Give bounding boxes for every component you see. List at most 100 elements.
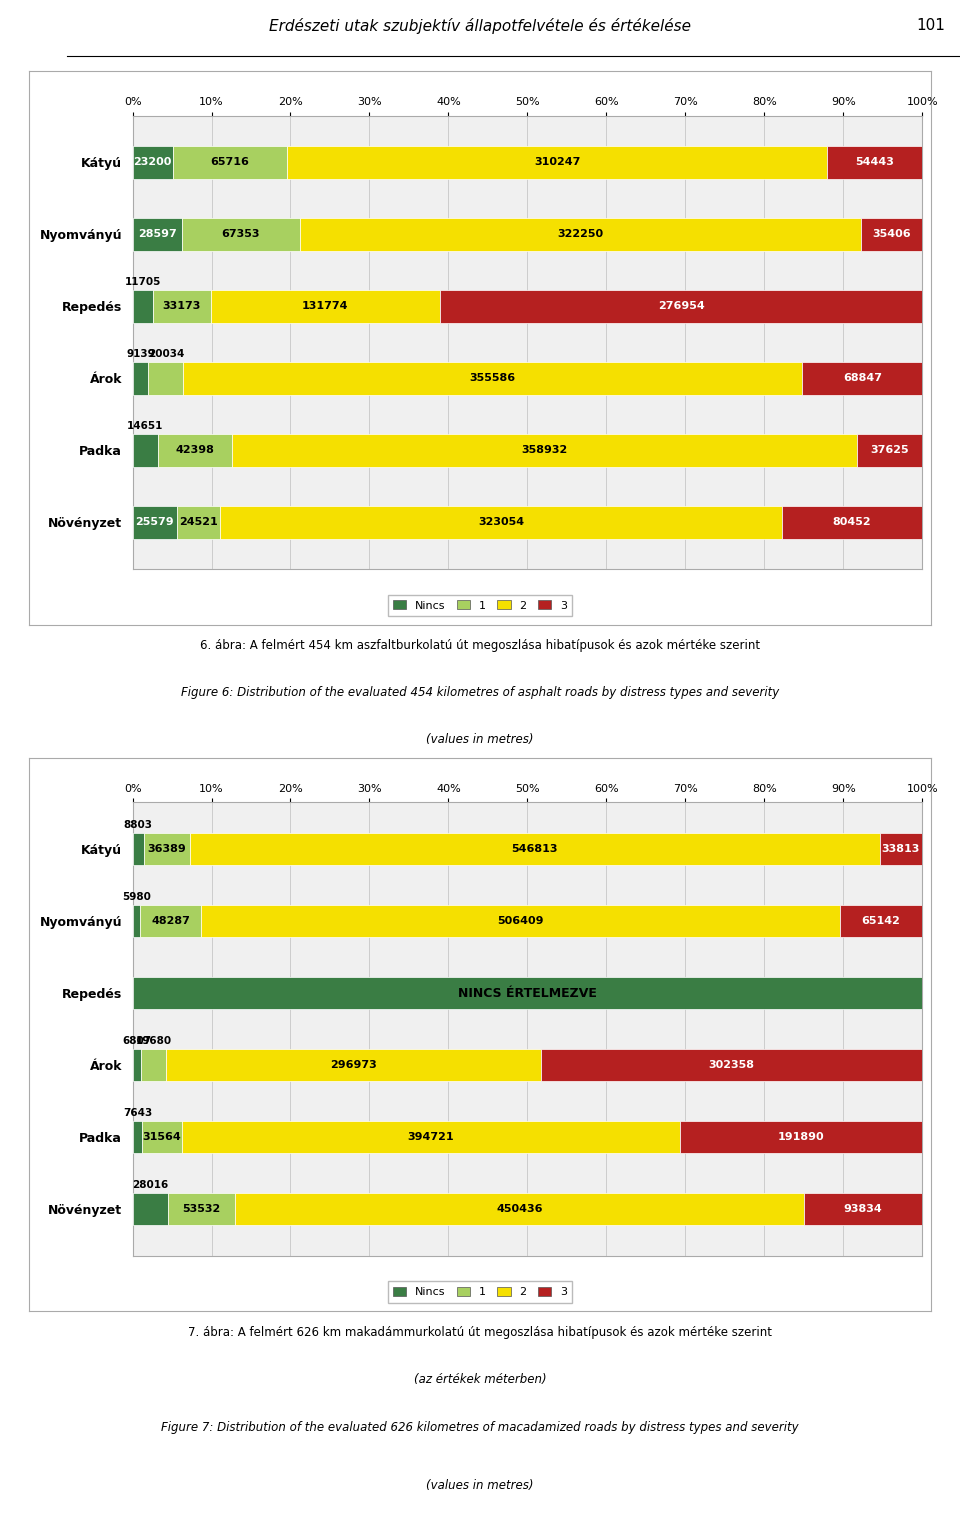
- Text: 7643: 7643: [123, 1108, 152, 1119]
- Text: (az értékek méterben): (az értékek méterben): [414, 1373, 546, 1387]
- Bar: [132, 434, 158, 467]
- Legend: Nincs, 1, 2, 3: Nincs, 1, 2, 3: [388, 594, 572, 617]
- Bar: [300, 218, 860, 250]
- Text: 28016: 28016: [132, 1179, 168, 1190]
- Text: 310247: 310247: [534, 158, 581, 167]
- Bar: [132, 976, 923, 1010]
- Text: 80452: 80452: [833, 517, 872, 528]
- Bar: [153, 290, 210, 323]
- Text: 5980: 5980: [122, 891, 151, 902]
- Text: 35406: 35406: [872, 229, 911, 240]
- Text: 68847: 68847: [843, 373, 881, 384]
- Bar: [201, 905, 840, 937]
- Text: 191890: 191890: [778, 1132, 825, 1142]
- Bar: [168, 1193, 235, 1225]
- Bar: [132, 146, 173, 179]
- Text: (values in metres): (values in metres): [426, 1480, 534, 1492]
- Text: 37625: 37625: [870, 446, 909, 455]
- Text: (values in metres): (values in metres): [426, 734, 534, 746]
- Bar: [132, 832, 144, 866]
- Text: 322250: 322250: [557, 229, 603, 240]
- Text: 48287: 48287: [151, 916, 190, 926]
- Text: 20034: 20034: [148, 349, 184, 359]
- Text: 101: 101: [917, 18, 946, 33]
- Bar: [680, 1120, 923, 1154]
- Text: 54443: 54443: [855, 158, 894, 167]
- Bar: [132, 905, 140, 937]
- Text: 33813: 33813: [881, 844, 920, 854]
- Bar: [856, 434, 923, 467]
- Bar: [132, 362, 149, 394]
- Text: 323054: 323054: [478, 517, 524, 528]
- Text: 42398: 42398: [176, 446, 214, 455]
- Text: NINCS ÉRTELMEZVE: NINCS ÉRTELMEZVE: [458, 987, 597, 999]
- Bar: [132, 506, 177, 538]
- Bar: [182, 1120, 680, 1154]
- Text: Erdészeti utak szubjektív állapotfelvétele és értékelése: Erdészeti utak szubjektív állapotfelvéte…: [269, 18, 691, 33]
- Text: 7. ábra: A felmért 626 km makadámmurkolatú út megoszlása hibatípusok és azok mér: 7. ábra: A felmért 626 km makadámmurkola…: [188, 1326, 772, 1339]
- Text: 31564: 31564: [143, 1132, 181, 1142]
- Text: 33173: 33173: [162, 302, 201, 311]
- Text: 28597: 28597: [138, 229, 177, 240]
- Text: 358932: 358932: [521, 446, 567, 455]
- Bar: [235, 1193, 804, 1225]
- Text: K: K: [13, 74, 21, 83]
- Text: 19680: 19680: [135, 1035, 172, 1046]
- Text: 6807: 6807: [122, 1035, 152, 1046]
- Bar: [440, 290, 923, 323]
- Text: 36389: 36389: [147, 844, 186, 854]
- Text: E: E: [13, 0, 20, 6]
- Text: 23200: 23200: [133, 158, 172, 167]
- Text: 11705: 11705: [125, 277, 161, 288]
- Bar: [540, 1049, 923, 1081]
- Text: 450436: 450436: [496, 1204, 542, 1214]
- Bar: [132, 1049, 141, 1081]
- Text: 9139: 9139: [126, 349, 155, 359]
- Bar: [140, 905, 201, 937]
- Text: 14651: 14651: [127, 421, 163, 432]
- Bar: [210, 290, 440, 323]
- Bar: [220, 506, 782, 538]
- Text: 296973: 296973: [330, 1060, 376, 1070]
- Text: 302358: 302358: [708, 1060, 755, 1070]
- Bar: [132, 1193, 168, 1225]
- Text: 53532: 53532: [182, 1204, 221, 1214]
- Bar: [173, 146, 287, 179]
- Text: 8803: 8803: [124, 820, 153, 829]
- Text: 67353: 67353: [222, 229, 260, 240]
- Legend: Nincs, 1, 2, 3: Nincs, 1, 2, 3: [388, 1281, 572, 1304]
- Bar: [840, 905, 923, 937]
- Text: Figure 6: Distribution of the evaluated 454 kilometres of asphalt roads by distr: Figure 6: Distribution of the evaluated …: [180, 685, 780, 699]
- Bar: [158, 434, 232, 467]
- Bar: [803, 362, 923, 394]
- Bar: [132, 290, 153, 323]
- Bar: [183, 362, 803, 394]
- Bar: [166, 1049, 540, 1081]
- Bar: [287, 146, 828, 179]
- Bar: [149, 362, 183, 394]
- Bar: [782, 506, 923, 538]
- Bar: [142, 1120, 182, 1154]
- Text: 65142: 65142: [862, 916, 900, 926]
- Bar: [182, 218, 300, 250]
- Text: 394721: 394721: [408, 1132, 454, 1142]
- Text: Figure 7: Distribution of the evaluated 626 kilometres of macadamized roads by d: Figure 7: Distribution of the evaluated …: [161, 1420, 799, 1434]
- Bar: [189, 832, 879, 866]
- Text: 24521: 24521: [180, 517, 218, 528]
- Text: 546813: 546813: [512, 844, 558, 854]
- Bar: [804, 1193, 923, 1225]
- Bar: [132, 1120, 142, 1154]
- Text: 506409: 506409: [497, 916, 543, 926]
- Bar: [232, 434, 856, 467]
- Text: 93834: 93834: [844, 1204, 882, 1214]
- Text: 131774: 131774: [302, 302, 348, 311]
- Bar: [144, 832, 189, 866]
- Text: 276954: 276954: [658, 302, 705, 311]
- Bar: [860, 218, 923, 250]
- Text: 65716: 65716: [210, 158, 250, 167]
- Text: 25579: 25579: [135, 517, 174, 528]
- Text: 6. ábra: A felmért 454 km aszfaltburkolatú út megoszlása hibatípusok és azok mér: 6. ábra: A felmért 454 km aszfaltburkola…: [200, 638, 760, 652]
- Bar: [177, 506, 220, 538]
- Bar: [132, 218, 182, 250]
- Bar: [879, 832, 923, 866]
